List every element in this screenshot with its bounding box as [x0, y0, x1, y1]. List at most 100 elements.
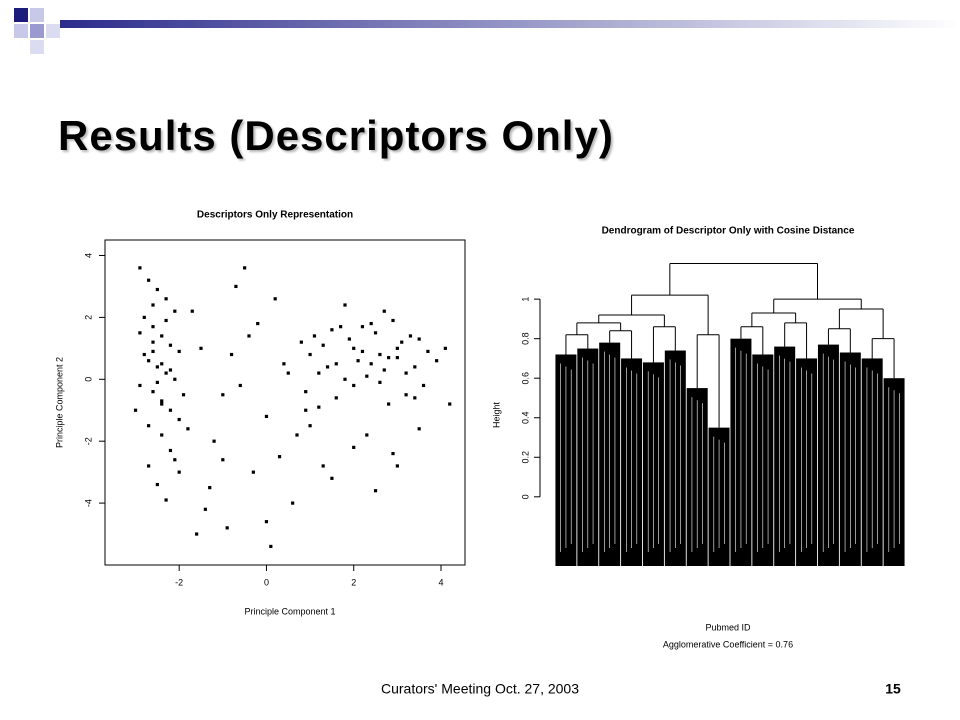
y-tick-label: 1 — [520, 297, 530, 302]
point — [243, 266, 247, 270]
y-tick-label: 0 — [520, 494, 530, 499]
point — [173, 377, 177, 381]
point — [234, 284, 238, 289]
point — [308, 424, 312, 428]
point — [177, 417, 181, 422]
page-number: 15 — [885, 681, 901, 697]
point — [177, 470, 181, 474]
point — [147, 278, 151, 282]
subtitle: Agglomerative Coefficient = 0.76 — [663, 639, 793, 649]
point — [312, 334, 317, 338]
header-decoration — [14, 8, 960, 54]
point — [343, 377, 347, 381]
y-tick-label: 2 — [83, 315, 93, 320]
point — [238, 383, 242, 388]
point — [251, 470, 255, 474]
point — [369, 321, 373, 326]
x-tick-label: 4 — [438, 577, 443, 587]
point — [408, 334, 413, 338]
point — [212, 439, 216, 443]
point — [151, 340, 155, 344]
point — [395, 464, 399, 468]
point — [164, 297, 168, 301]
point — [330, 476, 334, 480]
point — [282, 362, 286, 366]
slide-title: Results (Descriptors Only) — [58, 112, 614, 159]
plot-frame — [104, 239, 466, 566]
y-tick-label: 0 — [83, 377, 93, 382]
point — [177, 349, 181, 354]
point — [343, 303, 347, 307]
point — [155, 482, 159, 487]
point — [443, 346, 447, 350]
point — [421, 383, 426, 388]
point — [360, 349, 365, 354]
point — [435, 359, 439, 363]
point — [151, 390, 155, 394]
x-tick-label: -2 — [175, 577, 183, 587]
chart-title: Descriptors Only Representation — [197, 210, 353, 221]
point — [168, 448, 173, 453]
x-axis-label: Principle Component 1 — [244, 606, 335, 616]
point — [352, 383, 356, 388]
point — [186, 427, 190, 431]
y-tick-label: 0.8 — [520, 332, 530, 345]
point — [365, 374, 369, 378]
point — [382, 309, 386, 313]
point — [199, 346, 203, 350]
y-axis-label: Height — [491, 401, 501, 428]
point — [264, 520, 269, 524]
point — [387, 356, 391, 360]
point — [400, 340, 404, 344]
point — [151, 349, 155, 354]
point — [352, 346, 356, 350]
point — [391, 451, 395, 456]
point — [173, 309, 177, 313]
point — [404, 371, 408, 375]
point — [142, 315, 146, 319]
point — [317, 405, 321, 409]
point — [264, 414, 269, 419]
y-tick-label: 0.2 — [520, 451, 530, 464]
x-tick-label: 0 — [264, 577, 269, 587]
point — [321, 343, 325, 347]
point — [404, 393, 408, 397]
point — [339, 325, 343, 329]
point — [221, 458, 225, 462]
point — [286, 371, 290, 375]
point — [142, 352, 146, 357]
point — [133, 408, 138, 412]
point — [330, 328, 334, 332]
point — [195, 532, 199, 536]
point — [164, 371, 168, 375]
point — [160, 334, 164, 338]
y-tick-label: 0.6 — [520, 372, 530, 385]
point — [147, 464, 151, 468]
point — [413, 396, 417, 400]
point — [269, 544, 273, 549]
point — [352, 445, 356, 449]
point — [138, 383, 142, 388]
point — [147, 359, 151, 363]
point — [160, 402, 164, 406]
x-axis-label: Pubmed ID — [705, 622, 751, 632]
point — [155, 380, 159, 384]
point — [369, 362, 373, 366]
point — [247, 334, 251, 338]
point — [181, 393, 186, 397]
point — [203, 507, 207, 511]
point — [395, 346, 399, 350]
point — [387, 402, 391, 406]
point — [173, 458, 177, 462]
point — [168, 343, 173, 347]
point — [164, 318, 168, 323]
point — [155, 287, 159, 292]
point — [325, 365, 330, 369]
point — [334, 396, 338, 400]
point — [151, 325, 155, 329]
point — [160, 399, 164, 403]
point — [190, 309, 194, 313]
point — [334, 362, 338, 366]
